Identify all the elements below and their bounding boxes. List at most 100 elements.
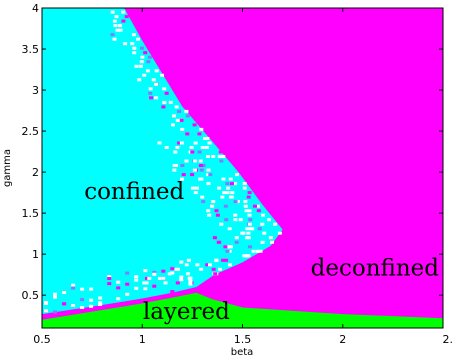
boundary-speckle (246, 195, 251, 199)
boundary-speckle (152, 284, 157, 288)
boundary-speckle (216, 240, 221, 244)
boundary-speckle (228, 177, 233, 181)
boundary-speckle (134, 286, 139, 290)
boundary-speckle (179, 275, 184, 279)
boundary-speckle (181, 173, 186, 177)
y-tick-label: 4 (32, 2, 39, 15)
boundary-speckle (118, 28, 123, 32)
boundary-speckle (179, 118, 184, 122)
boundary-speckle (193, 191, 198, 195)
boundary-speckle (243, 204, 248, 208)
boundary-speckle (197, 132, 202, 136)
boundary-speckle (206, 209, 211, 213)
boundary-speckle (229, 245, 233, 249)
boundary-speckle (236, 200, 240, 204)
boundary-speckle (228, 263, 232, 267)
y-tick-label: 2.5 (22, 125, 40, 138)
boundary-speckle (214, 258, 219, 262)
boundary-speckle (200, 195, 205, 199)
boundary-speckle (206, 168, 211, 172)
boundary-speckle (247, 222, 252, 226)
x-tick-label: 2. (443, 333, 453, 346)
boundary-speckle (89, 304, 94, 308)
boundary-speckle (233, 218, 238, 222)
boundary-speckle (140, 46, 144, 50)
boundary-speckle (152, 270, 157, 274)
boundary-speckle (204, 146, 209, 149)
boundary-speckle (224, 218, 229, 222)
boundary-speckle (179, 278, 184, 282)
boundary-speckle (222, 191, 227, 195)
boundary-speckle (225, 249, 230, 253)
boundary-speckle (200, 146, 205, 149)
boundary-speckle (160, 73, 164, 77)
boundary-speckle (221, 177, 226, 181)
boundary-speckle (125, 271, 130, 275)
boundary-speckle (218, 267, 222, 271)
boundary-speckle (208, 263, 212, 267)
boundary-speckle (116, 286, 121, 290)
boundary-speckle (192, 123, 197, 127)
boundary-speckle (197, 150, 202, 154)
boundary-speckle (161, 269, 166, 273)
boundary-speckle (130, 42, 135, 46)
phase-label-layered: layered (143, 299, 230, 325)
boundary-speckle (136, 37, 140, 41)
boundary-speckle (172, 114, 176, 118)
boundary-speckle (198, 177, 203, 181)
boundary-speckle (154, 69, 159, 73)
boundary-speckle (177, 109, 182, 113)
boundary-speckle (248, 218, 253, 222)
boundary-speckle (112, 37, 117, 41)
boundary-speckle (223, 204, 228, 208)
boundary-speckle (192, 168, 197, 172)
boundary-speckle (242, 186, 247, 190)
boundary-speckle (154, 82, 159, 86)
phase-label-deconfined: deconfined (311, 255, 440, 281)
y-tick-label: 1 (32, 248, 39, 261)
boundary-speckle (80, 306, 85, 309)
boundary-speckle (143, 269, 148, 273)
axis-ticks (41, 7, 444, 328)
boundary-speckle (188, 276, 193, 280)
boundary-speckle (227, 227, 232, 231)
boundary-speckle (132, 51, 137, 55)
boundary-speckle (80, 298, 85, 302)
boundary-speckle (98, 296, 103, 300)
boundary-speckle (219, 222, 224, 226)
boundary-speckle (89, 298, 94, 302)
boundary-speckle (174, 164, 178, 167)
boundary-speckle (132, 46, 137, 50)
boundary-speckle (134, 275, 139, 279)
boundary-speckle (107, 275, 112, 279)
boundary-speckle (161, 105, 166, 109)
layered-region (42, 292, 443, 328)
boundary-speckle (205, 137, 210, 140)
boundary-speckle (53, 310, 57, 314)
boundary-speckle (179, 260, 184, 264)
boundary-speckle (243, 200, 248, 204)
boundary-speckle (170, 271, 175, 275)
boundary-speckle (199, 168, 204, 172)
boundary-speckle (113, 24, 118, 28)
boundary-speckle (175, 146, 180, 149)
boundary-speckle (206, 173, 211, 177)
boundary-speckle (144, 281, 149, 285)
boundary-speckle (205, 263, 210, 267)
boundary-speckle (114, 15, 119, 19)
boundary-speckle (256, 204, 260, 208)
boundary-speckle (249, 227, 253, 231)
boundary-speckle (201, 200, 206, 204)
boundary-speckle (148, 91, 153, 95)
boundary-speckle (172, 168, 177, 172)
x-tick-label: 1 (139, 333, 146, 346)
boundary-speckle (137, 78, 142, 82)
boundary-speckle (261, 213, 265, 217)
boundary-speckle (211, 155, 216, 158)
boundary-speckle (256, 209, 261, 213)
boundary-speckle (175, 281, 180, 285)
boundary-speckle (234, 236, 239, 240)
boundary-speckle (53, 292, 57, 296)
boundary-speckle (175, 118, 180, 122)
